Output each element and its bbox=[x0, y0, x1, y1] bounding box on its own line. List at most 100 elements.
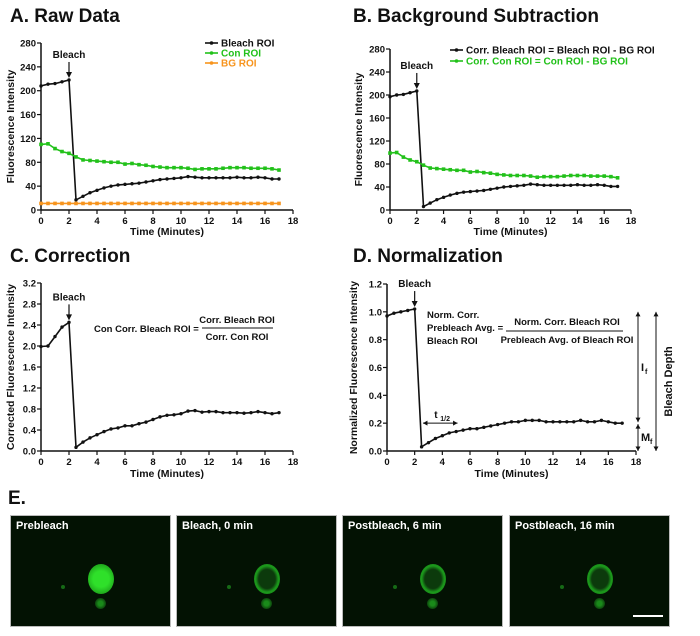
c-data-point bbox=[102, 429, 106, 434]
c-data-point bbox=[123, 424, 127, 428]
b-y-tick-label: 160 bbox=[369, 114, 385, 125]
d-series-line-0 bbox=[386, 308, 623, 449]
b-data-point bbox=[589, 183, 593, 187]
a-data-point bbox=[151, 179, 155, 183]
a-data-point bbox=[193, 201, 197, 206]
d-y-tick-label: 0.2 bbox=[369, 419, 382, 430]
a-data-point bbox=[242, 201, 246, 206]
b-data-point bbox=[575, 173, 580, 178]
a-data-point bbox=[102, 201, 106, 206]
d-x-tick-label: 2 bbox=[412, 457, 417, 468]
b-data-point bbox=[502, 185, 506, 189]
d-data-point bbox=[565, 420, 569, 424]
a-data-point bbox=[179, 176, 183, 180]
a-data-point bbox=[221, 166, 225, 171]
a-data-point bbox=[256, 201, 260, 206]
a-y-tick-label: 240 bbox=[20, 62, 36, 73]
c-data-point bbox=[270, 412, 274, 416]
a-data-point bbox=[53, 146, 57, 151]
c-data-point bbox=[200, 410, 204, 414]
panel-a-title: A. Raw Data bbox=[10, 6, 120, 27]
b-data-point bbox=[481, 170, 486, 175]
b-data-point bbox=[388, 95, 392, 99]
b-data-point bbox=[421, 204, 426, 209]
a-data-point bbox=[249, 166, 253, 171]
panel-c-title: C. Correction bbox=[10, 246, 131, 267]
a-data-point bbox=[235, 201, 239, 206]
d-data-point bbox=[585, 420, 590, 424]
a-data-point bbox=[116, 160, 120, 165]
a-data-point bbox=[221, 201, 225, 206]
b-bleach-arrowhead bbox=[413, 82, 420, 89]
b-data-point bbox=[428, 201, 432, 205]
micrograph-label: Bleach, 0 min bbox=[182, 520, 253, 532]
a-data-point bbox=[123, 162, 127, 166]
c-y-tick-label: 2.8 bbox=[23, 300, 36, 311]
d-data-point bbox=[592, 420, 597, 424]
d-data-point bbox=[454, 429, 458, 434]
b-data-point bbox=[555, 183, 560, 187]
b-y-tick-label: 240 bbox=[369, 68, 385, 79]
a-data-point bbox=[130, 201, 134, 206]
c-data-point bbox=[116, 426, 120, 430]
c-data-point bbox=[172, 413, 176, 417]
d-data-point bbox=[406, 308, 410, 313]
a-data-point bbox=[158, 165, 162, 169]
a-x-tick-label: 0 bbox=[38, 216, 43, 227]
a-data-point bbox=[179, 165, 183, 170]
b-data-point bbox=[401, 155, 406, 159]
micrograph-postbleach-6min: Postbleach, 6 min bbox=[342, 515, 503, 627]
b-series-line-0 bbox=[389, 89, 618, 208]
a-data-point bbox=[249, 176, 253, 180]
c-data-point bbox=[95, 433, 99, 437]
c-data-point bbox=[249, 410, 253, 415]
a-data-point bbox=[88, 201, 92, 206]
b-data-point bbox=[388, 151, 392, 155]
c-y-tick-label: 2.0 bbox=[23, 342, 36, 353]
a-data-point bbox=[172, 176, 176, 181]
a-data-point bbox=[270, 177, 274, 181]
a-x-tick-label: 4 bbox=[94, 216, 100, 227]
c-data-point bbox=[221, 410, 225, 415]
c-x-tick-label: 18 bbox=[288, 457, 299, 468]
b-data-point bbox=[615, 176, 620, 180]
d-data-point bbox=[578, 418, 583, 423]
b-data-point bbox=[394, 93, 399, 97]
cell-droplet bbox=[88, 564, 114, 594]
b-data-point bbox=[528, 182, 533, 186]
b-data-point bbox=[408, 158, 412, 162]
c-y-tick-label: 0.4 bbox=[23, 426, 37, 437]
d-data-point bbox=[461, 428, 465, 432]
b-legend-marker bbox=[454, 48, 459, 52]
b-data-point bbox=[461, 168, 466, 173]
a-data-point bbox=[116, 201, 120, 206]
a-data-point bbox=[137, 162, 141, 167]
small-droplet bbox=[95, 598, 106, 609]
c-x-tick-label: 4 bbox=[94, 457, 100, 468]
a-data-point bbox=[228, 201, 232, 206]
a-data-point bbox=[277, 168, 281, 172]
cell-droplet bbox=[420, 564, 446, 594]
a-data-point bbox=[186, 166, 190, 171]
d-formula-denominator: Prebleach Avg. of Bleach ROI bbox=[501, 335, 634, 346]
d-x-tick-label: 18 bbox=[631, 457, 642, 468]
c-data-point bbox=[277, 410, 281, 415]
b-data-point bbox=[548, 183, 553, 187]
cell-droplet bbox=[587, 564, 613, 594]
a-data-point bbox=[193, 175, 197, 179]
fluorescent-speck bbox=[227, 585, 231, 589]
b-x-tick-label: 2 bbox=[414, 216, 419, 227]
b-data-point bbox=[615, 184, 620, 189]
b-data-point bbox=[569, 183, 573, 187]
a-data-point bbox=[39, 84, 43, 88]
a-data-point bbox=[88, 158, 92, 163]
a-data-point bbox=[151, 164, 155, 169]
a-x-tick-label: 16 bbox=[260, 216, 271, 227]
c-data-point bbox=[151, 417, 155, 422]
b-y-tick-label: 280 bbox=[369, 45, 385, 56]
d-immobile-fraction-label: I bbox=[641, 362, 644, 374]
a-data-point bbox=[144, 180, 148, 184]
a-legend-entry: BG ROI bbox=[221, 59, 257, 70]
b-data-point bbox=[441, 167, 446, 171]
micrograph-bleach-0min: Bleach, 0 min bbox=[176, 515, 337, 627]
